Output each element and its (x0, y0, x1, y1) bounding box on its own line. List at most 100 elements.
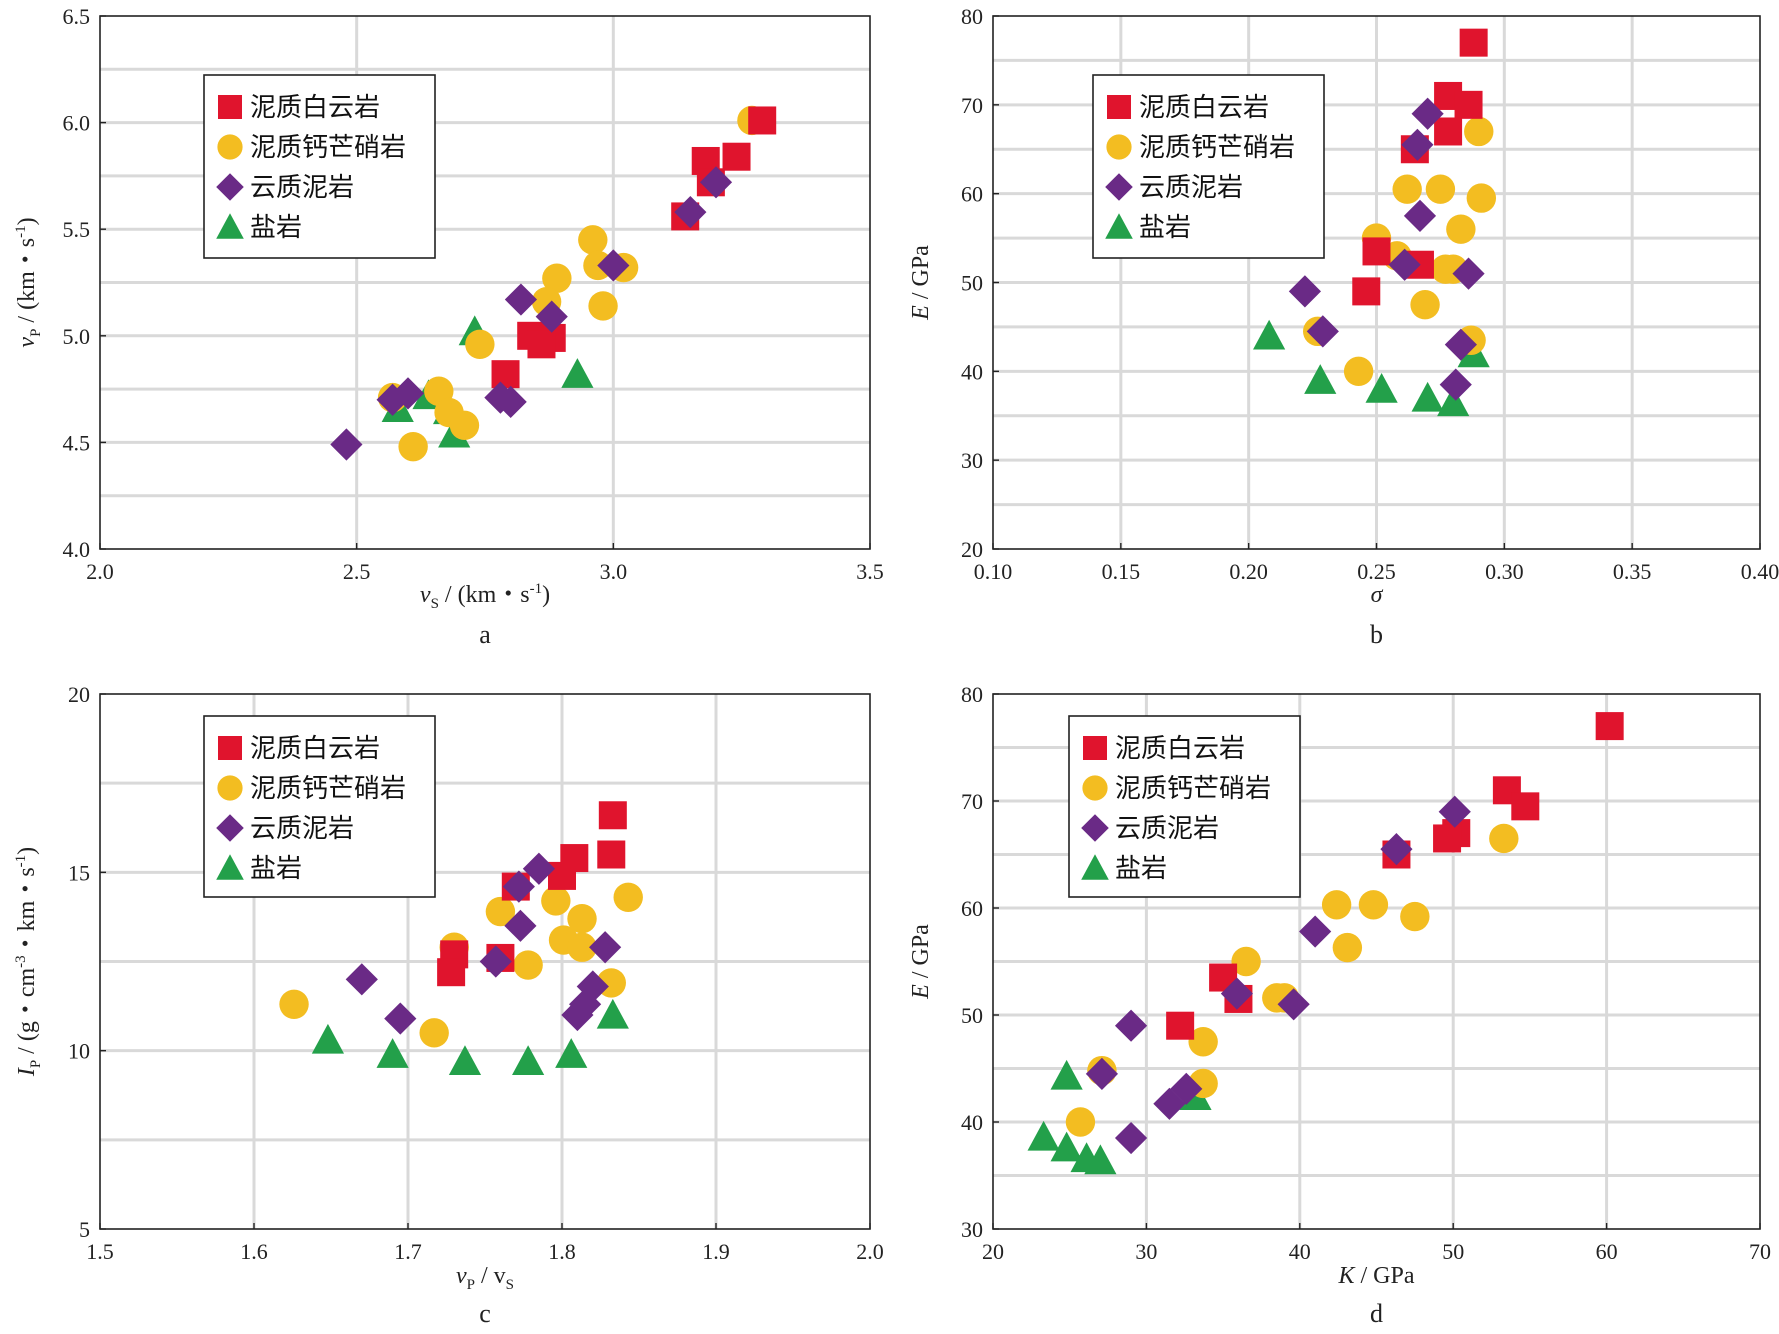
legend-label-salt: 盐岩 (1139, 213, 1191, 243)
legend-marker-glauberite (1106, 134, 1132, 160)
data-point-salt (1050, 1131, 1083, 1162)
x-tick-label: 1.7 (394, 1239, 422, 1264)
x-tick-label: 20 (982, 1239, 1004, 1264)
legend-label-glauberite: 泥质钙芒硝岩 (250, 133, 406, 163)
legend-marker-glauberite (1082, 775, 1108, 801)
panel-caption: d (1370, 1299, 1383, 1328)
y-tick-label: 6.5 (63, 4, 91, 29)
data-point-mudstone (1153, 1087, 1186, 1120)
y-tick-label: 40 (961, 359, 983, 384)
panel-c: 1.5 1.6 1.7 1.8 1.9 2.0 5 10 15 20 泥质白云岩泥质钙芒硝岩云质泥岩… (13, 682, 884, 1328)
legend-marker-salt (216, 854, 244, 880)
legend-marker-mudstone (216, 814, 244, 842)
y-axis-label: vP / (km・s-1) (13, 217, 44, 347)
data-point-mudstone (384, 1002, 417, 1035)
data-point-salt (596, 998, 629, 1029)
data-point-glauberite (567, 932, 597, 962)
data-point-dolomite (1362, 237, 1391, 266)
legend-label-mudstone: 云质泥岩 (250, 814, 354, 844)
x-tick-label: 70 (1749, 1239, 1771, 1264)
data-point-glauberite (588, 291, 618, 321)
data-point-dolomite (527, 330, 556, 359)
data-point-glauberite (1430, 254, 1461, 284)
y-tick-label: 60 (961, 182, 983, 207)
data-point-mudstone (502, 870, 535, 903)
data-point-mudstone (376, 383, 409, 416)
data-point-dolomite (491, 360, 520, 389)
y-axis-label: E / GPa (908, 245, 934, 321)
data-point-salt (561, 358, 594, 388)
data-point-mudstone (1288, 275, 1322, 308)
data-point-salt (1365, 373, 1398, 403)
panel-caption: a (479, 620, 491, 649)
x-tick-label: 0.20 (1229, 559, 1268, 584)
data-point-salt (1411, 381, 1444, 412)
data-point-salt (1027, 1120, 1060, 1151)
data-point-glauberite (578, 225, 608, 255)
y-tick-label: 70 (961, 93, 983, 118)
y-tick-label: 80 (961, 682, 983, 707)
data-point-glauberite (1358, 890, 1389, 920)
data-point-dolomite (1433, 824, 1462, 853)
legend-label-glauberite: 泥质钙芒硝岩 (250, 774, 406, 804)
y-tick-label: 5.0 (63, 324, 91, 349)
legend-marker-salt (1105, 213, 1133, 239)
x-axis-label: K / GPa (1337, 1263, 1414, 1289)
y-tick-label: 80 (961, 4, 983, 29)
legend-label-mudstone: 云质泥岩 (1115, 814, 1219, 844)
legend-label-dolomite: 泥质白云岩 (250, 734, 380, 764)
data-point-dolomite (1511, 792, 1540, 821)
x-tick-label: 0.30 (1485, 559, 1524, 584)
data-point-dolomite (597, 840, 626, 869)
data-point-glauberite (1332, 932, 1363, 963)
data-point-mudstone (1220, 977, 1254, 1010)
x-tick-label: 0.25 (1357, 559, 1396, 584)
legend-label-mudstone: 云质泥岩 (250, 173, 354, 203)
data-point-dolomite (1459, 28, 1488, 57)
x-tick-label: 1.8 (548, 1239, 576, 1264)
data-point-mudstone (1411, 97, 1444, 130)
data-point-mudstone (699, 166, 733, 199)
data-point-mudstone (569, 988, 602, 1021)
data-point-mudstone (504, 909, 537, 942)
data-point-glauberite (398, 431, 428, 462)
data-point-mudstone (1299, 915, 1332, 948)
data-point-mudstone (535, 300, 568, 333)
legend-label-salt: 盐岩 (1115, 854, 1167, 884)
data-point-salt (1050, 1059, 1083, 1090)
data-point-mudstone (1085, 1057, 1119, 1090)
data-point-glauberite (513, 950, 543, 980)
data-point-mudstone (1114, 1121, 1148, 1155)
data-point-mudstone (674, 196, 707, 229)
legend-marker-mudstone (1081, 814, 1109, 842)
y-tick-label: 6.0 (63, 111, 91, 136)
data-point-mudstone (1306, 315, 1339, 348)
y-tick-label: 20 (961, 537, 983, 562)
data-point-dolomite (598, 801, 627, 830)
y-tick-label: 5 (79, 1217, 90, 1242)
legend-marker-glauberite (217, 134, 243, 160)
y-tick-label: 20 (68, 682, 90, 707)
legend-marker-dolomite (218, 95, 242, 119)
data-point-glauberite (542, 263, 572, 293)
x-tick-label: 2.5 (343, 559, 371, 584)
x-tick-label: 40 (1289, 1239, 1311, 1264)
legend-label-glauberite: 泥质钙芒硝岩 (1115, 774, 1271, 804)
data-point-glauberite (485, 896, 516, 927)
data-point-mudstone (522, 852, 555, 885)
data-point-salt (512, 1045, 545, 1076)
panel-caption: b (1370, 620, 1383, 649)
data-point-mudstone (561, 998, 594, 1032)
legend-label-salt: 盐岩 (250, 854, 302, 884)
data-point-mudstone (479, 945, 512, 978)
y-tick-label: 60 (961, 896, 983, 921)
y-tick-label: 40 (961, 1110, 983, 1135)
data-point-glauberite (1231, 946, 1261, 977)
x-tick-label: 0.35 (1613, 559, 1652, 584)
x-tick-label: 30 (1135, 1239, 1157, 1264)
data-point-glauberite (1446, 214, 1476, 244)
data-point-mudstone (1388, 248, 1421, 281)
